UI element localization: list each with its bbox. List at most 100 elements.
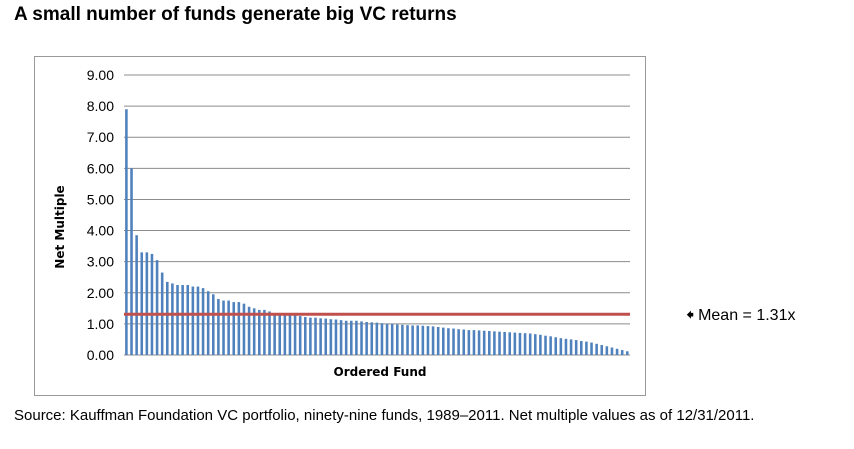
bar: [247, 306, 251, 355]
bar: [518, 332, 522, 355]
bar: [380, 323, 384, 355]
bar: [385, 323, 389, 355]
bar: [232, 302, 236, 355]
bar: [488, 331, 491, 355]
bar: [580, 341, 583, 355]
source-note: Source: Kauffman Foundation VC portfolio…: [14, 407, 755, 424]
bar: [324, 318, 328, 355]
bar: [370, 322, 374, 355]
bar: [155, 260, 159, 355]
bar: [293, 315, 297, 355]
bar: [426, 326, 430, 355]
bar: [477, 330, 481, 355]
bar: [355, 320, 358, 355]
bar: [258, 309, 261, 355]
bar: [539, 334, 542, 355]
y-tick-label: 5.00: [87, 191, 114, 207]
bars: [125, 109, 629, 355]
bar: [534, 334, 537, 355]
bar: [431, 326, 435, 355]
bar: [482, 330, 486, 355]
bar: [406, 325, 409, 355]
bar: [273, 313, 276, 355]
bar: [222, 300, 225, 355]
bar: [626, 351, 629, 355]
bar: [360, 321, 363, 355]
bar: [442, 327, 445, 355]
bar: [171, 283, 174, 355]
bar: [605, 346, 609, 355]
bar: [401, 324, 404, 355]
bar: [125, 109, 128, 355]
bar: [350, 320, 353, 355]
bar: [263, 309, 266, 355]
y-tick-label: 1.00: [87, 316, 114, 332]
y-tick-label: 0.00: [87, 347, 114, 363]
bar: [585, 341, 588, 355]
bar: [181, 285, 184, 355]
bar: [130, 168, 133, 355]
bar: [339, 320, 343, 355]
bar: [457, 329, 460, 355]
y-tick-label: 6.00: [87, 160, 114, 176]
bar: [528, 333, 532, 355]
bar: [135, 235, 138, 355]
bar: [615, 348, 619, 355]
bar: [513, 332, 517, 355]
bar: [590, 342, 593, 355]
bar: [569, 339, 573, 355]
bar: [309, 317, 312, 355]
bar: [166, 281, 169, 355]
bar: [217, 299, 220, 355]
y-tick-label: 2.00: [87, 285, 114, 301]
bar: [396, 324, 399, 355]
y-tick-labels: 0.00 1.00 2.00 3.00 4.00 5.00 6.00 7.00 8.00 9.00: [87, 67, 114, 363]
bar: [283, 314, 287, 355]
bar: [436, 327, 440, 355]
bar: [549, 336, 552, 355]
bar: [498, 331, 501, 355]
bar: [242, 303, 246, 355]
bar: [467, 330, 471, 355]
chart-frame: 0.00 1.00 2.00 3.00 4.00 5.00 6.00 7.00 8.00 9.00…: [34, 56, 646, 396]
bar: [554, 337, 558, 355]
bar: [421, 325, 425, 355]
bar: [186, 285, 190, 355]
bar: [334, 319, 338, 355]
y-tick-label: 9.00: [87, 67, 114, 83]
mean-annotation: 🠸 Mean = 1.31x: [686, 304, 795, 331]
bar: [344, 320, 348, 355]
bar: [503, 331, 506, 355]
bar: [237, 302, 241, 355]
bar: [523, 333, 527, 355]
bar: [176, 285, 179, 355]
x-axis-label: Ordered Fund: [334, 365, 427, 379]
bar: [329, 319, 333, 355]
bar: [268, 311, 271, 355]
chart-title: A small number of funds generate big VC …: [14, 4, 457, 25]
bar: [365, 322, 368, 355]
bar: [252, 308, 256, 355]
bar: [201, 288, 205, 355]
bar: [288, 315, 292, 355]
arrow-left-icon: 🠸: [686, 307, 695, 324]
bar: [191, 286, 195, 355]
bar: [375, 322, 379, 355]
bar: [595, 343, 598, 355]
bar: [212, 294, 215, 355]
y-tick-label: 4.00: [87, 223, 114, 239]
bar: [416, 325, 420, 355]
bar: [304, 317, 307, 355]
bar: [574, 340, 578, 355]
bar: [278, 313, 282, 355]
bar: [206, 291, 210, 355]
bar: [150, 253, 154, 355]
bar: [411, 325, 414, 355]
bar: [564, 338, 568, 355]
bar: [227, 300, 230, 355]
y-tick-label: 3.00: [87, 254, 114, 270]
y-axis-label: Net Multiple: [53, 185, 67, 268]
bar: [314, 317, 317, 355]
y-tick-label: 8.00: [87, 98, 114, 114]
bar: [544, 335, 547, 355]
